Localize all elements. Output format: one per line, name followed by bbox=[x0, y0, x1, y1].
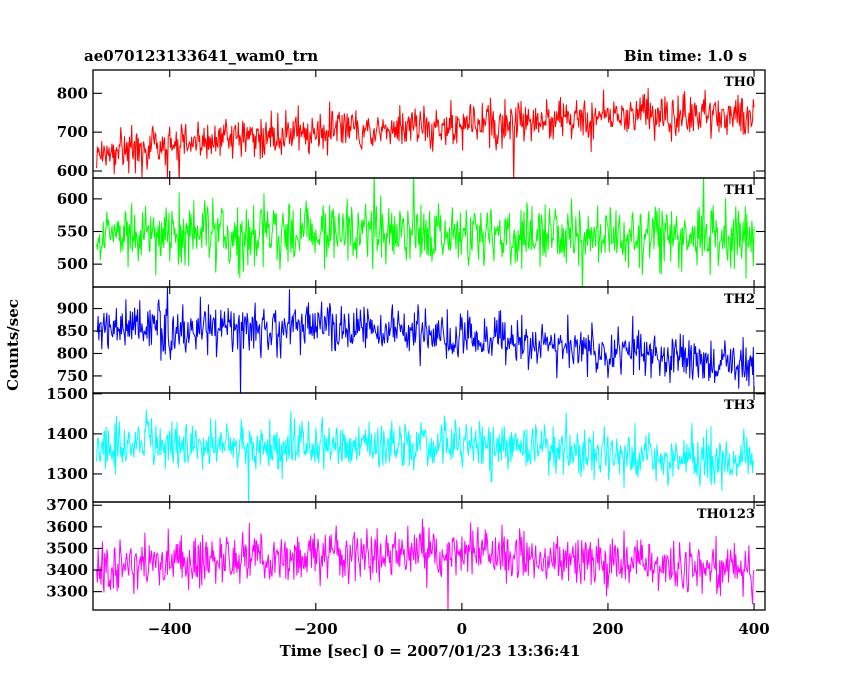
y-tick-label: 850 bbox=[57, 322, 88, 340]
x-tick-label: −400 bbox=[148, 620, 192, 638]
y-tick-label: 3300 bbox=[46, 583, 88, 601]
y-tick-label: 3600 bbox=[46, 518, 88, 536]
panel-th3: 1300 1400 1500 TH3 bbox=[46, 385, 766, 503]
panel-th2: 750 800 850 900 TH2 bbox=[57, 286, 766, 394]
y-tick-label: 1400 bbox=[46, 425, 88, 443]
y-tick-label: 500 bbox=[57, 255, 88, 273]
y-axis-label: Counts/sec bbox=[4, 299, 22, 391]
series-line-th0123 bbox=[96, 518, 755, 610]
y-tick-label: 3400 bbox=[46, 561, 88, 579]
x-tick-label: 400 bbox=[738, 620, 769, 638]
panels-group: 600 700 800 TH0 500 550 600 TH1 750 800 850 900 TH2 1… bbox=[46, 69, 770, 638]
y-tick-label: 3700 bbox=[46, 496, 88, 514]
y-tick-label: 800 bbox=[57, 344, 88, 362]
y-tick-label: 700 bbox=[57, 123, 88, 141]
y-tick-label: 900 bbox=[57, 300, 88, 318]
y-tick-label: 800 bbox=[57, 84, 88, 102]
panel-th0123: 3300 3400 3500 3600 3700 TH0123 bbox=[46, 496, 766, 611]
panel-th0: 600 700 800 TH0 bbox=[57, 69, 766, 180]
bin-time-label: Bin time: 1.0 s bbox=[624, 47, 747, 65]
y-tick-label: 3500 bbox=[46, 539, 88, 557]
x-tick-label: 200 bbox=[592, 620, 623, 638]
y-tick-label: 750 bbox=[57, 367, 88, 385]
y-tick-label: 1500 bbox=[46, 385, 88, 403]
panel-th1: 500 550 600 TH1 bbox=[57, 177, 766, 288]
panel-frame bbox=[92, 501, 766, 611]
panel-label-th0: TH0 bbox=[724, 75, 755, 90]
y-tick-label: 550 bbox=[57, 223, 88, 241]
x-tick-label: 0 bbox=[457, 620, 467, 638]
panel-label-th0123: TH0123 bbox=[697, 507, 755, 522]
series-line-th0 bbox=[96, 88, 755, 178]
x-axis-label: Time [sec] 0 = 2007/01/23 13:36:41 bbox=[280, 642, 581, 660]
y-tick-label: 600 bbox=[57, 190, 88, 208]
series-line-th1 bbox=[96, 178, 755, 287]
series-line-th2 bbox=[96, 287, 755, 393]
chart-title: ae070123133641_wam0_trn bbox=[84, 47, 318, 65]
panel-label-th2: TH2 bbox=[724, 292, 755, 307]
y-tick-label: 1300 bbox=[46, 465, 88, 483]
y-tick-label: 600 bbox=[57, 162, 88, 180]
x-tick-label: −200 bbox=[294, 620, 338, 638]
panel-label-th3: TH3 bbox=[724, 398, 755, 413]
panel-label-th1: TH1 bbox=[724, 183, 755, 198]
series-line-th3 bbox=[96, 409, 755, 502]
